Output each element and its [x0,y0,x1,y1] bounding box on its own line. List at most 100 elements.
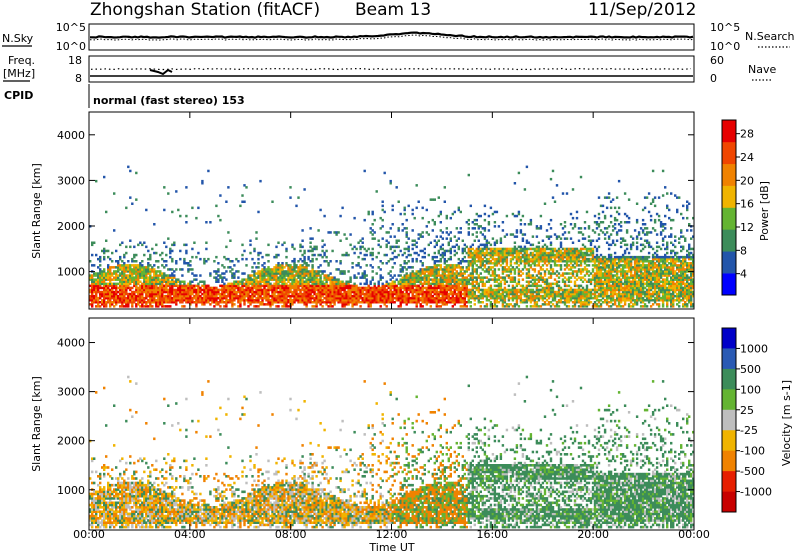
power-cell [443,249,446,253]
power-cell [341,286,344,290]
power-cell [497,249,501,253]
power-cell [261,278,264,281]
power-cell [549,301,553,304]
power-cell [281,280,284,283]
power-cell [471,276,474,279]
power-cell [353,284,356,288]
power-cell [131,274,134,277]
power-cell [191,301,194,304]
power-cell [579,253,583,257]
power-cell [295,278,298,281]
power-cell [155,284,158,288]
power-cell [527,264,531,267]
power-cell [267,282,270,286]
power-cell [205,221,208,224]
power-cell [235,290,238,294]
power-cell [177,292,180,296]
power-cell [247,280,250,283]
power-cell [501,266,505,269]
power-cell [555,264,559,267]
power-heatmap [89,165,695,308]
power-cell [417,270,420,273]
power-cell [411,247,414,251]
power-cell [303,272,306,275]
power-cell [419,290,422,294]
power-cell [117,299,120,302]
power-cell [321,245,324,249]
power-cell [431,268,434,271]
power-cell [103,270,106,273]
power-cell [575,260,579,263]
power-cell [339,288,342,292]
power-cell [403,294,406,298]
power-cell [411,301,414,304]
power-cell [561,255,565,259]
power-cell [467,266,470,269]
power-cell [415,206,418,210]
power-cell [479,255,482,259]
power-cell [427,294,430,298]
power-cell [125,245,128,249]
power-cell [435,260,438,263]
power-cell [335,286,338,290]
power-cell [409,278,412,281]
power-cell [361,276,364,279]
power-cell [333,288,336,292]
power-cell [237,296,240,300]
power-cell [543,249,547,253]
power-cell [185,294,188,298]
power-cell [455,301,458,304]
power-cell [497,288,501,292]
power-cell [571,264,575,267]
power-cell [457,272,460,275]
power-cell [561,260,565,263]
power-cell [519,245,523,249]
power-cell [309,288,312,292]
power-cell [543,255,547,259]
power-cell [189,286,192,290]
power-cell [581,237,585,240]
power-cell [529,290,533,294]
power-cell [325,278,328,281]
power-cell [487,251,491,255]
power-cell [173,243,176,247]
power-cell [585,210,589,214]
power-cell [369,231,372,234]
power-cell [361,288,364,292]
power-cell [541,288,545,292]
power-cell [545,284,549,288]
power-cell [189,303,192,306]
power-cell [241,299,244,302]
power-cell [583,255,587,259]
power-cell [449,272,452,275]
power-cell [115,272,118,275]
power-cell [223,266,226,269]
power-cell [455,270,458,273]
power-cell [425,231,428,234]
power-cell [437,268,440,271]
power-cell [317,288,320,292]
power-cell [547,255,551,259]
power-cell [437,264,440,267]
power-cell [241,284,244,288]
power-cell [267,270,270,273]
power-cell [557,257,561,261]
power-cell [285,249,288,253]
power-cell [571,305,575,308]
power-cell [297,284,300,288]
power-cell [393,292,396,296]
power-cell [417,274,420,277]
power-cell [139,276,142,279]
power-cell [513,241,517,244]
power-cell [327,284,330,288]
power-cell [191,206,194,210]
power-cell [485,303,489,306]
power-cell [581,305,585,308]
power-cell [443,290,446,294]
power-cell [379,286,382,290]
power-cell [285,290,288,294]
power-cell [421,284,424,288]
power-cell [569,286,573,290]
power-cell [373,301,376,304]
power-cell [577,284,581,288]
